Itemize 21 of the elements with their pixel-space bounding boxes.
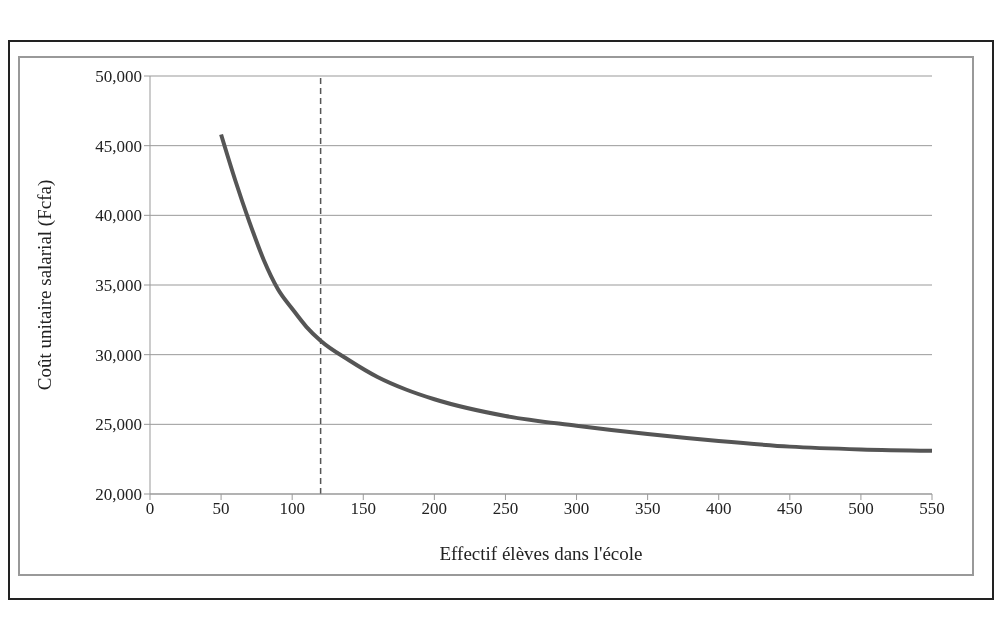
y-tick-label: 30,000 xyxy=(95,345,142,365)
y-tick-label: 40,000 xyxy=(95,206,142,226)
y-tick-label: 20,000 xyxy=(95,485,142,505)
x-tick-label: 250 xyxy=(492,499,519,519)
y-axis-title: Coût unitaire salarial (Fcfa) xyxy=(33,179,56,391)
x-tick-label: 550 xyxy=(919,499,945,519)
y-tick-label: 25,000 xyxy=(95,415,142,435)
x-tick-label: 150 xyxy=(350,499,377,519)
y-tick-label: 35,000 xyxy=(95,276,142,296)
x-axis-title: Effectif élèves dans l'école xyxy=(439,543,643,564)
x-tick-label: 300 xyxy=(563,499,590,519)
x-tick-label: 50 xyxy=(212,499,230,519)
y-tick-label: 50,000 xyxy=(95,67,142,87)
x-tick-label: 500 xyxy=(848,499,874,519)
x-tick-label: 100 xyxy=(279,499,305,519)
x-tick-label: 350 xyxy=(634,499,661,519)
x-tick-label: 0 xyxy=(145,499,155,519)
x-tick-label: 200 xyxy=(421,499,448,519)
x-tick-label: 400 xyxy=(705,499,732,519)
x-tick-label: 450 xyxy=(777,499,803,519)
y-tick-label: 45,000 xyxy=(95,136,142,156)
